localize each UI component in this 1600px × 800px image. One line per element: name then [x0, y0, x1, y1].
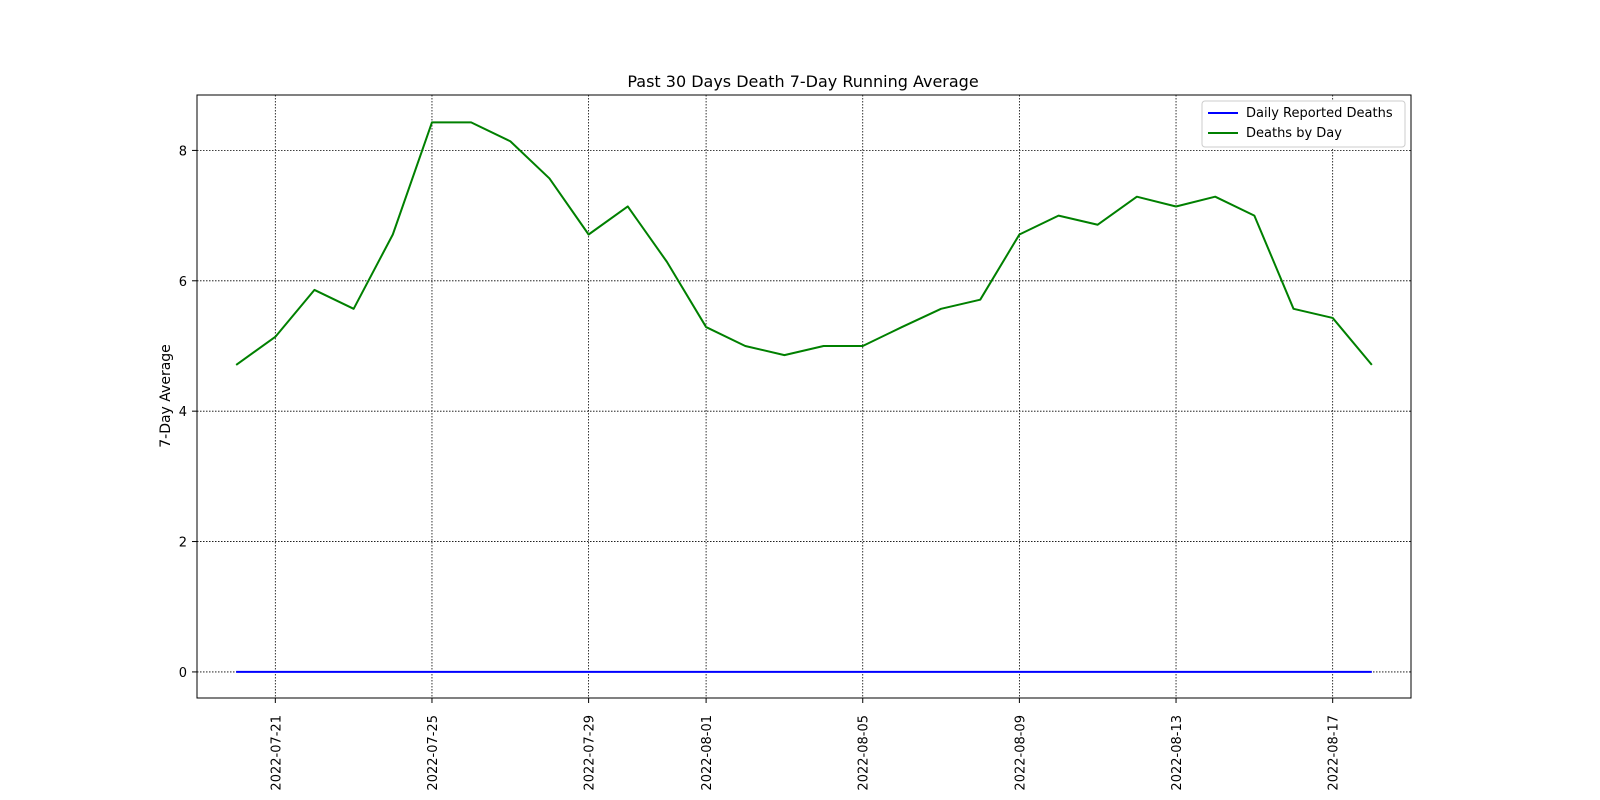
y-tick-label: 6 — [179, 275, 187, 290]
plot-frame — [196, 94, 1412, 699]
x-tick-label: 2022-08-01 — [700, 715, 715, 791]
x-tick-label: 2022-07-21 — [269, 715, 284, 791]
legend: Daily Reported Deaths Deaths by Day — [1201, 100, 1406, 148]
x-axis: 2022-07-21 2022-07-25 2022-07-29 2022-08-01… — [269, 698, 1342, 791]
x-tick-label: 2022-07-25 — [426, 715, 441, 791]
legend-label-daily-reported: Daily Reported Deaths — [1246, 106, 1393, 121]
x-tick-label: 2022-08-13 — [1170, 715, 1185, 791]
y-tick-label: 4 — [179, 405, 187, 420]
series-line-deaths-by-day — [235, 121, 1373, 366]
y-axis: 0 2 4 6 8 — [179, 144, 197, 681]
y-axis-label: 7-Day Average — [158, 344, 174, 448]
legend-box — [1201, 100, 1406, 148]
y-tick-label: 8 — [179, 144, 187, 159]
legend-label-deaths-by-day: Deaths by Day — [1246, 126, 1342, 141]
grid — [197, 95, 1411, 698]
x-tick-label: 2022-07-29 — [583, 715, 598, 791]
y-tick-label: 2 — [179, 536, 187, 551]
series-layer — [235, 121, 1373, 673]
x-tick-label: 2022-08-05 — [857, 715, 872, 791]
y-tick-label: 0 — [179, 666, 187, 681]
chart-title: Past 30 Days Death 7-Day Running Average — [627, 72, 978, 91]
x-tick-label: 2022-08-17 — [1327, 715, 1342, 791]
x-tick-label: 2022-08-09 — [1013, 715, 1028, 791]
